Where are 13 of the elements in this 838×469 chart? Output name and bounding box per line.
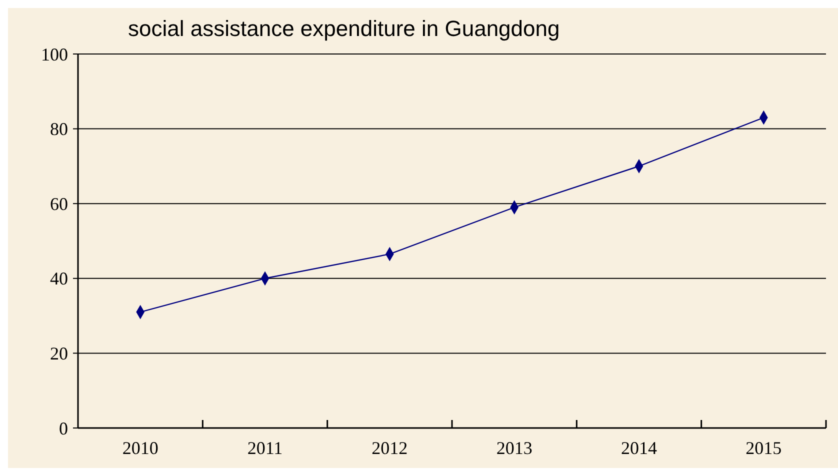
chart-title: social assistance expenditure in Guangdong bbox=[128, 16, 560, 41]
y-tick-label: 0 bbox=[59, 418, 68, 438]
x-tick-label: 2010 bbox=[122, 438, 158, 458]
x-tick-label: 2014 bbox=[621, 438, 657, 458]
x-tick-label: 2012 bbox=[372, 438, 408, 458]
y-tick-label: 100 bbox=[41, 44, 68, 64]
y-tick-label: 20 bbox=[50, 344, 68, 364]
y-tick-label: 60 bbox=[50, 194, 68, 214]
y-tick-label: 80 bbox=[50, 119, 68, 140]
y-tick-label: 40 bbox=[50, 268, 68, 289]
x-tick-label: 2011 bbox=[247, 438, 283, 458]
x-tick-label: 2015 bbox=[746, 438, 782, 458]
x-tick-label: 2013 bbox=[496, 438, 532, 458]
